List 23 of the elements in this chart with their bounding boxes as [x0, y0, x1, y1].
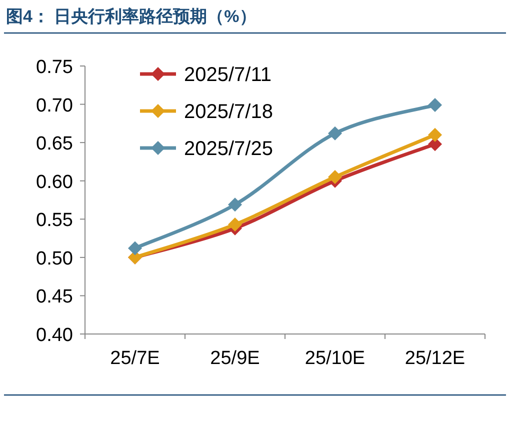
y-tick-label: 0.70: [36, 95, 73, 116]
legend-label: 2025/7/25: [184, 138, 273, 160]
y-tick-label: 0.40: [36, 325, 73, 346]
y-tick-label: 0.45: [36, 286, 73, 308]
point: [228, 198, 242, 212]
x-tick-label: 25/9E: [210, 348, 260, 369]
y-tick-label: 0.75: [36, 57, 73, 78]
chart-title: 图4： 日央行利率路径预期（%）: [6, 7, 256, 26]
point: [428, 128, 442, 142]
point: [328, 170, 342, 184]
point: [328, 126, 342, 140]
y-tick-label: 0.65: [36, 134, 73, 155]
x-tick-label: 25/10E: [304, 348, 366, 369]
x-tick-label: 25/12E: [404, 348, 466, 369]
y-tick-label: 0.55: [36, 210, 73, 232]
point: [128, 241, 142, 256]
point: [428, 98, 442, 112]
y-tick-label: 0.50: [36, 248, 73, 270]
legend-label: 2025/7/11: [184, 64, 272, 86]
y-tick-label: 0.60: [36, 172, 73, 193]
point: [228, 218, 242, 232]
legend-label: 2025/7/18: [184, 101, 273, 123]
x-tick-label: 25/7E: [110, 348, 160, 369]
